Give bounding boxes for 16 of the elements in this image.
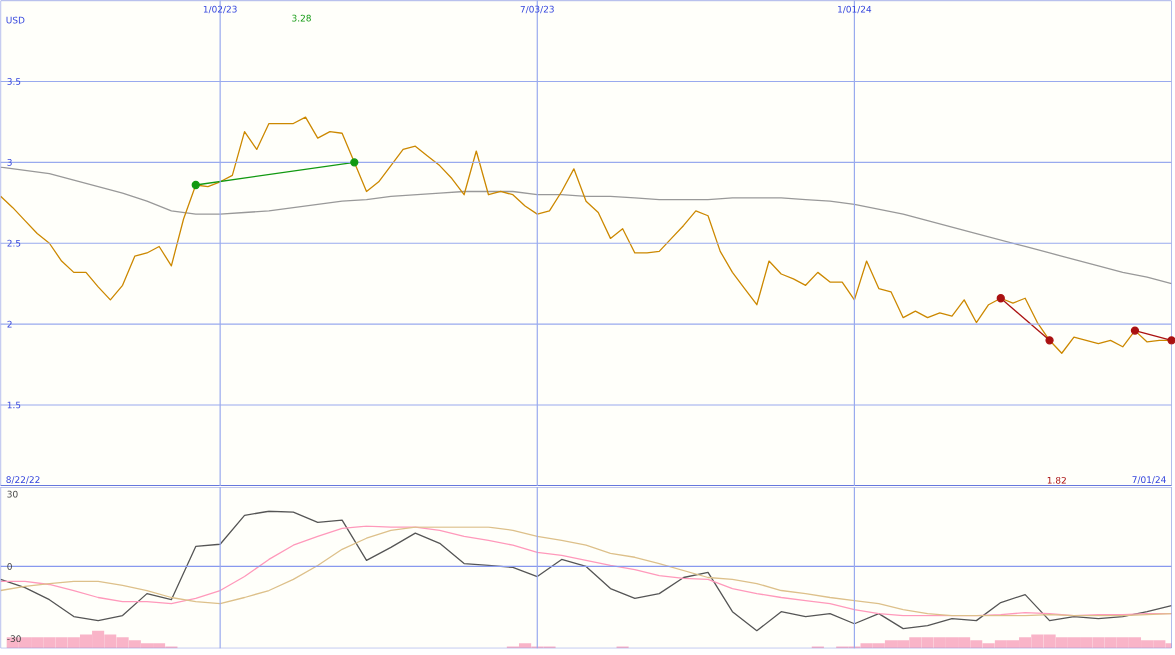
annotation: 7/01/24 (1132, 476, 1166, 484)
annotation: 8/22/22 (6, 476, 40, 484)
x-tick-label: 1/02/23 (203, 6, 237, 14)
x-tick-label: 1/01/24 (838, 6, 872, 14)
y-axis-title: USD (6, 16, 25, 24)
annotation: 1.82 (1047, 477, 1066, 484)
y-tick-label: 2.5 (7, 240, 21, 247)
y-tick-label: 3.5 (7, 78, 21, 86)
y-tick-label: 2 (7, 321, 12, 328)
x-tick-label: 7/03/23 (520, 6, 554, 14)
y-tick-label: -30 (7, 635, 21, 643)
y-tick-label: 3 (7, 159, 12, 166)
annotation: 3.28 (292, 14, 311, 22)
y-tick-label: 0 (7, 563, 12, 571)
y-tick-label: 1.5 (7, 401, 21, 409)
y-tick-label: 30 (7, 490, 18, 498)
